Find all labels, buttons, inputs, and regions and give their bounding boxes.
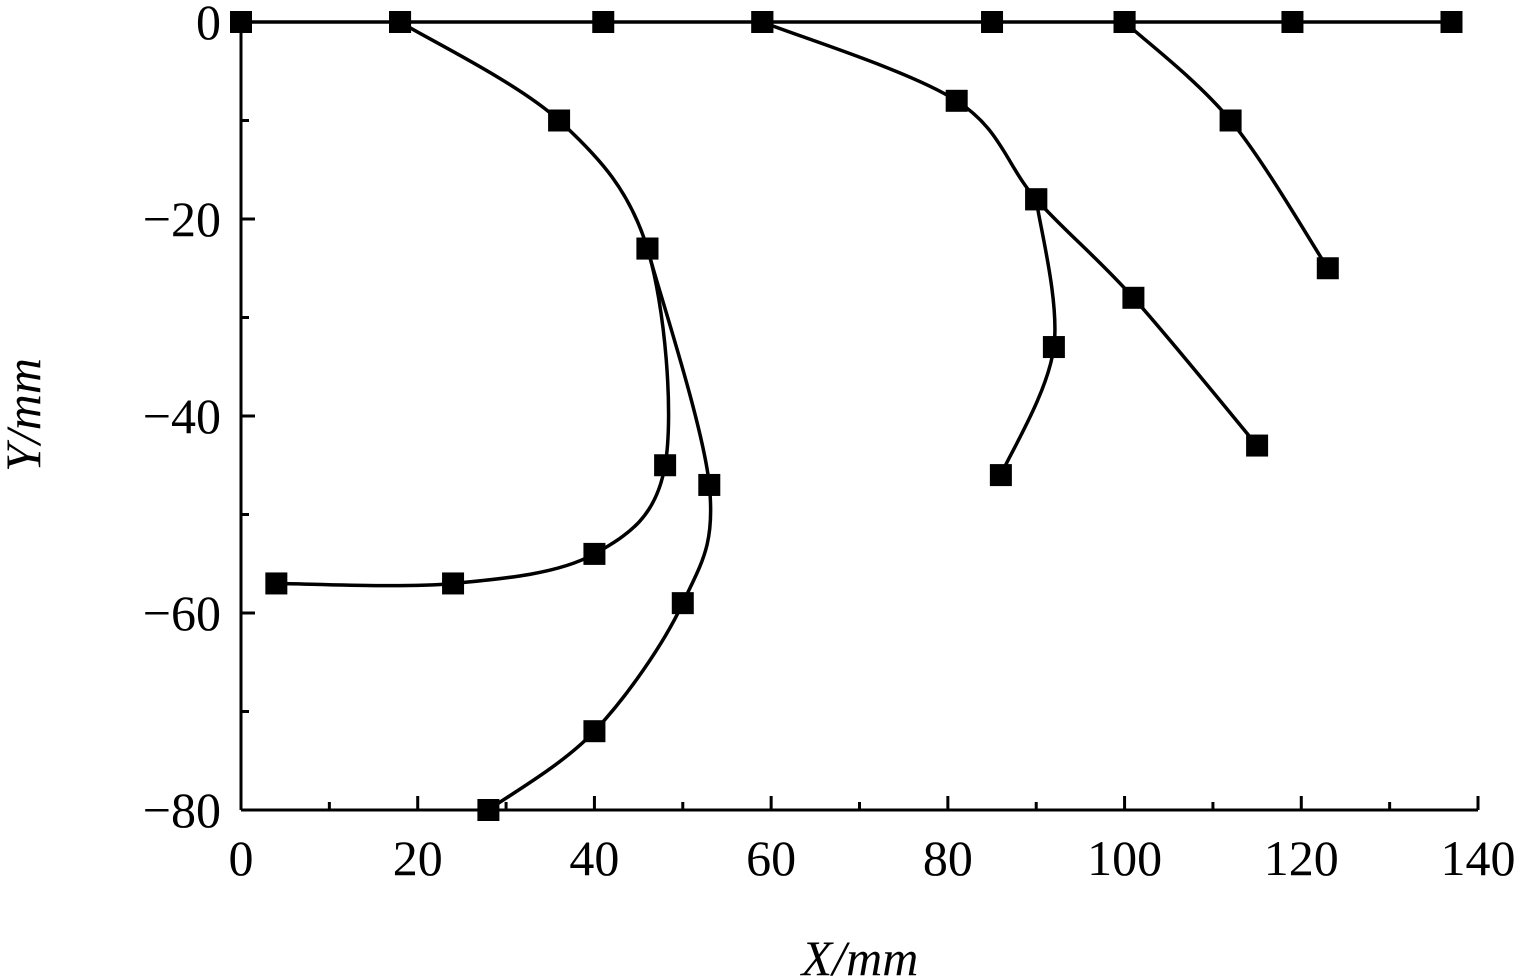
x-tick-label: 140 [1441, 830, 1516, 886]
marker [265, 572, 288, 595]
marker [981, 11, 1004, 33]
marker [230, 11, 252, 33]
marker [1025, 188, 1048, 211]
y-tick-label: −80 [143, 782, 221, 838]
marker [1042, 336, 1065, 359]
marker [636, 237, 659, 260]
y-axis-label: Y/mm [0, 358, 51, 472]
y-tick-label: −40 [143, 388, 221, 444]
marker [698, 473, 721, 496]
x-tick-label: 60 [746, 830, 796, 886]
y-tick-label: 0 [196, 0, 221, 50]
marker [751, 11, 774, 33]
marker [477, 799, 500, 821]
marker [389, 11, 412, 33]
marker [583, 720, 606, 743]
y-tick-label: −60 [143, 585, 221, 641]
series-line [761, 20, 1259, 447]
x-tick-label: 80 [923, 830, 973, 886]
marker [1440, 11, 1463, 33]
x-tick-label: 40 [569, 830, 619, 886]
marker [1122, 286, 1145, 309]
y-tick-label: −20 [143, 191, 221, 247]
marker [654, 454, 677, 477]
x-tick-label: 100 [1087, 830, 1162, 886]
marker [1113, 11, 1136, 33]
x-tick-label: 0 [229, 830, 254, 886]
marker [442, 572, 465, 595]
series-line [276, 20, 671, 588]
marker [989, 464, 1012, 487]
marker [1281, 11, 1304, 33]
marker [1246, 434, 1269, 457]
marker [1316, 257, 1339, 280]
marker [592, 11, 615, 33]
marker [671, 592, 694, 615]
x-tick-label: 120 [1264, 830, 1339, 886]
x-axis-label: X/mm [800, 930, 919, 980]
x-tick-label: 20 [393, 830, 443, 886]
series-line [1123, 20, 1330, 270]
marker [945, 89, 968, 112]
marker [548, 109, 571, 132]
marker [1219, 109, 1242, 132]
marker [583, 542, 606, 565]
